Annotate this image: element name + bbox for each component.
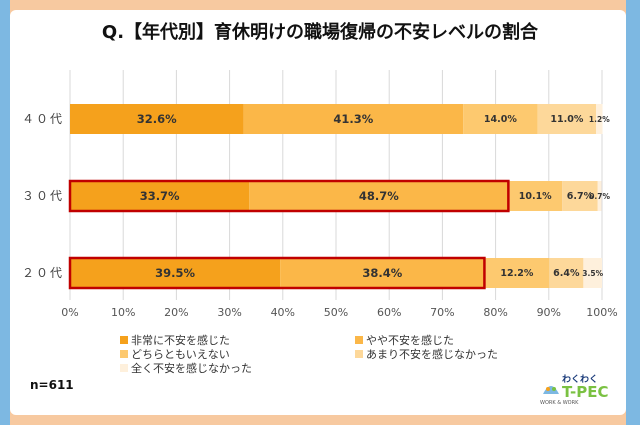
data-label: 10.1%	[519, 191, 552, 202]
category-label: ２０代	[22, 266, 64, 280]
category-label: ４０代	[22, 112, 64, 126]
x-tick-label: 0%	[61, 306, 78, 319]
legend-swatch	[120, 336, 128, 344]
x-tick-label: 10%	[111, 306, 135, 319]
legend-swatch	[355, 336, 363, 344]
bar-segment	[280, 258, 485, 288]
legend-item: あまり不安を感じなかった	[355, 346, 498, 362]
data-label: 6.4%	[553, 268, 580, 279]
x-tick-label: 30%	[217, 306, 241, 319]
bar-segment	[597, 181, 602, 211]
bar-segment	[508, 181, 563, 211]
bar-segment	[463, 104, 538, 134]
data-label: 32.6%	[137, 112, 177, 126]
logo-top-text: わくわく	[562, 375, 599, 385]
brand-logo: わくわく T-PEC WORK & WORK	[540, 372, 620, 406]
chart-title: Q.【年代別】育休明けの職場復帰の不安レベルの割合	[101, 22, 539, 43]
category-label: ３０代	[22, 189, 64, 203]
legend-label: 全く不安を感じなかった	[131, 362, 252, 375]
legend-item: 全く不安を感じなかった	[120, 360, 252, 376]
data-label: 1.2%	[589, 115, 610, 124]
data-label: 33.7%	[140, 189, 180, 203]
bar-segment	[249, 181, 509, 211]
data-label: 41.3%	[333, 112, 373, 126]
highlight-box	[68, 179, 510, 213]
frame-accent-right	[626, 0, 640, 425]
logo-sub-text: WORK & WORK	[540, 400, 579, 406]
x-tick-label: 90%	[537, 306, 561, 319]
sample-size: n=611	[30, 378, 74, 392]
bar-segment	[596, 104, 603, 134]
logo-mark-icon	[543, 386, 559, 394]
x-tick-label: 20%	[164, 306, 188, 319]
bar-segment	[70, 258, 281, 288]
bar-segment	[484, 258, 550, 288]
data-label: 12.2%	[500, 268, 533, 279]
x-tick-label: 100%	[586, 306, 617, 319]
x-tick-label: 50%	[324, 306, 348, 319]
bar-segment	[583, 258, 602, 288]
legend-item: どちらともいえない	[120, 346, 230, 362]
legend-label: あまり不安を感じなかった	[366, 348, 498, 361]
legend-swatch	[355, 350, 363, 358]
legend-item: やや不安を感じた	[355, 332, 454, 348]
data-label: 39.5%	[155, 266, 195, 280]
chart-card	[10, 10, 626, 415]
legend-swatch	[120, 350, 128, 358]
data-label: 11.0%	[550, 114, 583, 125]
x-tick-label: 40%	[271, 306, 295, 319]
data-label: 6.7%	[567, 191, 594, 202]
legend-label: 非常に不安を感じた	[131, 334, 230, 347]
data-label: 0.7%	[589, 192, 610, 201]
bar-segment	[562, 181, 598, 211]
legend-label: どちらともいえない	[131, 348, 230, 361]
bar-segment	[549, 258, 584, 288]
data-label: 38.4%	[362, 266, 402, 280]
highlight-box	[68, 256, 486, 290]
legend-item: 非常に不安を感じた	[120, 332, 230, 348]
data-label: 14.0%	[484, 114, 517, 125]
legend-swatch	[120, 364, 128, 372]
frame-accent-left	[0, 0, 10, 425]
x-tick-label: 80%	[483, 306, 507, 319]
data-label: 48.7%	[359, 189, 399, 203]
bar-segment	[70, 104, 244, 134]
bar-segment	[537, 104, 597, 134]
legend-label: やや不安を感じた	[366, 334, 454, 347]
logo-main-text: T-PEC	[562, 383, 609, 401]
data-label: 3.5%	[582, 269, 603, 278]
x-tick-label: 70%	[430, 306, 454, 319]
bar-segment	[243, 104, 464, 134]
bar-segment	[70, 181, 250, 211]
x-tick-label: 60%	[377, 306, 401, 319]
